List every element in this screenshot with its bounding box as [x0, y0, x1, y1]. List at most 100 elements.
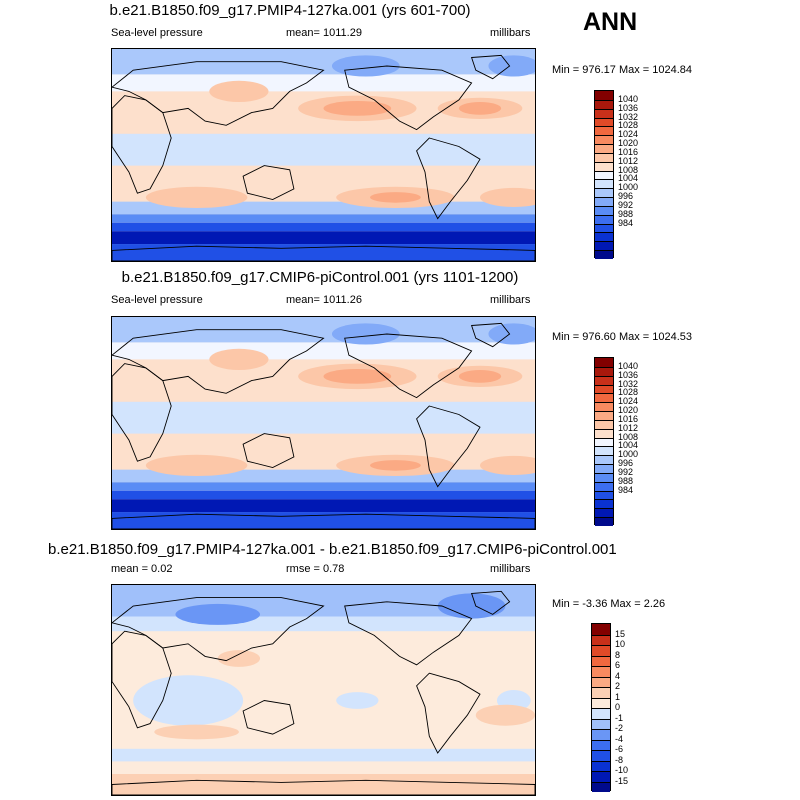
colorbar-segment [595, 205, 613, 215]
coastline [112, 363, 172, 462]
north-pacific-high [323, 368, 392, 384]
anomaly-cell [133, 675, 244, 726]
colorbar-tick-label: 988 [618, 475, 634, 486]
colorbar-tick-label: 984 [618, 217, 634, 228]
colorbar-segment [595, 91, 613, 100]
azores-high [458, 370, 502, 383]
equatorial-trough [112, 401, 535, 434]
colorbar-segment [595, 481, 613, 491]
colorbar-segment [595, 419, 613, 429]
coastline [112, 513, 535, 529]
colorbar-segment [595, 152, 613, 162]
anomaly-cell [217, 650, 261, 667]
colorbar-segment [595, 161, 613, 171]
colorbar-tick-label: 15 [615, 628, 626, 639]
coastline [112, 245, 535, 261]
panel-right-label: millibars [490, 563, 531, 575]
colorbar-segment [595, 490, 613, 500]
colorbar-segment [595, 223, 613, 233]
coastline [242, 165, 295, 200]
colorbar-segment [592, 760, 610, 771]
south-atlantic-high [480, 455, 535, 475]
coastline [344, 601, 473, 666]
colorbar-tick-label: -6 [615, 744, 624, 754]
colorbar-tick-label: 1024 [618, 129, 639, 140]
colorbar-segment [595, 428, 613, 438]
panel-title: b.e21.B1850.f09_g17.PMIP4-127ka.001 (yrs… [109, 2, 471, 19]
colorbar-segment [592, 697, 610, 708]
colorbar-tick-label: 1004 [618, 440, 639, 451]
colorbar-tick-label: 1012 [618, 422, 639, 433]
colorbar-tick-label: 1000 [618, 182, 639, 193]
colorbar-segment [595, 393, 613, 403]
colorbar-segment [595, 126, 613, 136]
map-field [112, 585, 535, 795]
coastline [242, 433, 295, 468]
field-band [112, 214, 535, 223]
coastline [112, 329, 325, 394]
colorbar-segment [592, 666, 610, 677]
colorbar-segment [592, 676, 610, 687]
panel-right-label: millibars [490, 294, 531, 306]
colorbar-tick-label: 1020 [618, 405, 639, 416]
field-band [112, 222, 535, 232]
coastline [416, 137, 481, 220]
colorbar-tick-label: -10 [615, 765, 629, 775]
colorbar-segment [592, 718, 610, 729]
southern-ocean-low [112, 231, 535, 245]
colorbar-segment [595, 411, 613, 420]
panel-right-label: millibars [490, 27, 531, 39]
colorbar-tick-label: 1016 [618, 146, 639, 157]
colorbar-tick-label: 1000 [618, 449, 639, 460]
colorbar-segment [595, 358, 613, 367]
anomaly-cell [475, 704, 535, 726]
icelandic-low [488, 323, 535, 345]
coastline [470, 590, 511, 615]
colorbar-tick-label: 10 [615, 639, 626, 649]
anomaly-cell [437, 593, 506, 619]
coastline [344, 65, 473, 131]
panel-center-label: mean= 1011.26 [286, 294, 362, 306]
coastline [112, 779, 535, 795]
colorbar-tick-label: -8 [615, 754, 624, 765]
colorbar-segment [595, 108, 613, 118]
colorbar-segment [595, 455, 613, 465]
coastline [112, 95, 172, 194]
icelandic-low [488, 55, 535, 77]
anomaly-cell [336, 692, 379, 709]
azores-high [458, 102, 502, 115]
colorbar-tick-label: 1004 [618, 173, 639, 184]
min-max-label: Min = -3.36 Max = 2.26 [552, 598, 666, 610]
colorbar-tick-label: 996 [618, 458, 634, 469]
colorbar-tick-label: -2 [615, 723, 624, 733]
colorbar-segment [595, 197, 613, 206]
coastline [344, 333, 473, 399]
map-field [112, 49, 535, 261]
colorbar-tick-label: 1012 [618, 155, 639, 166]
colorbar-tick-label: 984 [618, 484, 634, 495]
coastline [416, 405, 481, 488]
colorbar-segment [592, 729, 610, 740]
colorbar-tick-label: -4 [615, 733, 624, 744]
colorbar-segment [592, 708, 610, 719]
coastline [470, 54, 511, 80]
colorbar-tick-label: 1036 [618, 369, 639, 380]
colorbar-segment [595, 517, 613, 526]
colorbar: 1040 1036 1032 1028 1024 1020 1016 1012 1008 1004… [594, 357, 654, 526]
colorbar-tick-label: 1036 [618, 102, 639, 113]
colorbar-scale [594, 90, 614, 259]
panel-center-label: rmse = 0.78 [286, 563, 345, 575]
coastline [242, 700, 295, 735]
colorbar-tick-label: -15 [615, 775, 629, 786]
colorbar-segment [595, 384, 613, 394]
anomaly-cell [154, 724, 239, 740]
south-indian-high [145, 454, 248, 476]
south-atlantic-high [480, 187, 535, 207]
panel-left-label: Sea-level pressure [111, 27, 203, 39]
colorbar-segment [595, 508, 613, 518]
colorbar-segment [595, 366, 613, 376]
colorbar-segment [595, 99, 613, 109]
colorbar-segment [595, 117, 613, 127]
colorbar-tick-label: 992 [618, 466, 634, 477]
colorbar-segment [595, 446, 613, 456]
